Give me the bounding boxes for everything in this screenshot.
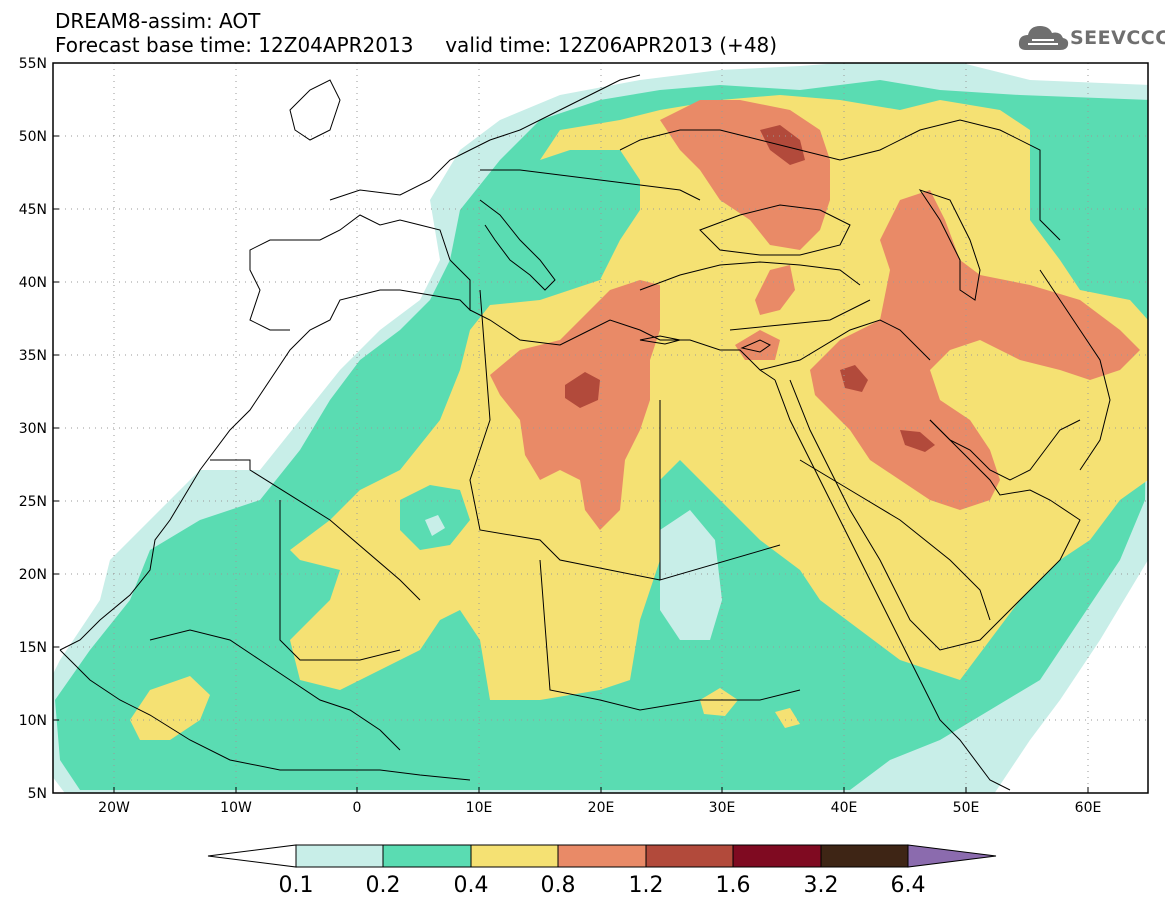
border-iran-1 <box>1039 269 1111 471</box>
lat-tick-label: 45N <box>19 202 47 218</box>
aot-contour-0.1-hole <box>425 515 445 536</box>
border-arabia <box>799 459 991 621</box>
colorbar-labels: 0.1 0.2 0.4 0.8 1.2 1.6 3.2 6.4 <box>279 873 926 898</box>
lat-tick-label: 40N <box>19 275 47 291</box>
coastlines-borders <box>59 74 1111 791</box>
latitude-labels: 55N 50N 45N 40N 35N 30N 25N 20N 15N 10N … <box>19 56 47 802</box>
tick-marks <box>53 135 1089 793</box>
lon-tick-label: 10E <box>466 800 493 816</box>
border-turkey-syria <box>729 299 871 331</box>
border-libya-egypt <box>659 400 781 581</box>
border-east-europe <box>619 119 1061 241</box>
border-middle-east <box>759 319 931 371</box>
logo-text: SEEVCCC <box>1070 27 1165 49</box>
colorbar-label: 1.2 <box>629 873 664 898</box>
lat-tick-label: 20N <box>19 567 47 583</box>
colorbar-extend-high <box>907 844 997 868</box>
border-sahara-3 <box>469 289 661 581</box>
aot-contour-0.8-libya <box>490 280 660 530</box>
aot-contour-1.2-ukraine <box>760 125 805 165</box>
colorbar-label: 0.2 <box>366 873 401 898</box>
aot-contour-0.8-cyprus <box>735 330 780 360</box>
coastline-north-europe <box>329 74 641 201</box>
coastline-italy <box>479 199 556 291</box>
aot-contour-0.8-turkey <box>755 265 795 315</box>
coastline-med-africa <box>469 309 776 381</box>
coastline-crete <box>639 335 681 345</box>
colorbar-label: 0.4 <box>454 873 489 898</box>
lat-tick-label: 50N <box>19 129 47 145</box>
aot-contour-0.1-egypt <box>660 510 722 640</box>
aot-contour-0.4-westafrica <box>130 676 210 740</box>
lat-tick-label: 10N <box>19 713 47 729</box>
lon-tick-label: 10W <box>220 800 252 816</box>
border-sahara-2 <box>279 500 401 661</box>
aot-contour-0.4-small <box>700 688 738 716</box>
border-central-europe <box>480 169 701 201</box>
lon-tick-label: 0 <box>353 800 362 816</box>
coastline-caspian <box>918 189 981 301</box>
colorbar-bin <box>557 844 647 868</box>
coastline-horn <box>919 679 1011 791</box>
aot-contour-0.8-iraq <box>810 190 1140 510</box>
coastline-turkey <box>639 261 861 291</box>
colorbar-label: 3.2 <box>804 873 839 898</box>
aot-contour-fields <box>53 63 1148 793</box>
colorbar-label: 0.8 <box>541 873 576 898</box>
aot-contour-1.2-libya <box>565 372 600 408</box>
lon-tick-label: 60E <box>1075 800 1102 816</box>
colorbar-bin <box>645 844 734 868</box>
colorbar-extend-low <box>207 844 297 868</box>
lon-tick-label: 20W <box>98 800 130 816</box>
colorbar-bin <box>295 844 384 868</box>
aot-contour-1.2-iraq <box>840 365 868 392</box>
seevccc-logo: SEEVCCC <box>1018 22 1165 54</box>
border-sahara-1 <box>210 459 421 601</box>
coastline-west-africa-europe <box>59 214 471 651</box>
cloud-icon <box>1018 26 1069 50</box>
colorbar <box>207 844 997 868</box>
coastline-arabia <box>789 379 1081 651</box>
border-sudan <box>539 559 801 711</box>
colorbar-bin <box>820 844 909 868</box>
coastline-cyprus <box>740 339 771 353</box>
lon-tick-label: 50E <box>953 800 980 816</box>
lon-tick-label: 20E <box>588 800 615 816</box>
colorbar-label: 1.6 <box>716 873 751 898</box>
lat-tick-label: 5N <box>28 786 47 802</box>
lat-tick-label: 25N <box>19 494 47 510</box>
aot-contour-1.2-iraq2 <box>900 430 935 452</box>
lat-tick-label: 15N <box>19 640 47 656</box>
coastline-blacksea <box>699 204 851 256</box>
longitude-labels: 20W 10W 0 10E 20E 30E 40E 50E 60E <box>98 800 1101 816</box>
colorbar-bin <box>382 844 472 868</box>
border-west-africa <box>149 629 401 751</box>
coastline-guinea <box>59 649 471 781</box>
coastline-uk <box>289 79 341 141</box>
lon-tick-label: 40E <box>831 800 858 816</box>
coastline-redsea <box>774 379 921 681</box>
map-title: DREAM8-assim: AOT <box>55 9 261 33</box>
aot-contour-0.4-small2 <box>775 708 800 728</box>
colorbar-bin <box>470 844 559 868</box>
forecast-time-subtitle: Forecast base time: 12Z04APR2013 valid t… <box>55 33 778 57</box>
lon-tick-label: 30E <box>709 800 736 816</box>
lat-tick-label: 55N <box>19 56 47 72</box>
colorbar-label: 6.4 <box>891 873 926 898</box>
colorbar-label: 0.1 <box>279 873 314 898</box>
colorbar-bin <box>732 844 822 868</box>
coastline-gulf <box>929 419 1081 481</box>
lat-tick-label: 30N <box>19 421 47 437</box>
lat-tick-label: 35N <box>19 348 47 364</box>
gridlines <box>53 63 1148 793</box>
